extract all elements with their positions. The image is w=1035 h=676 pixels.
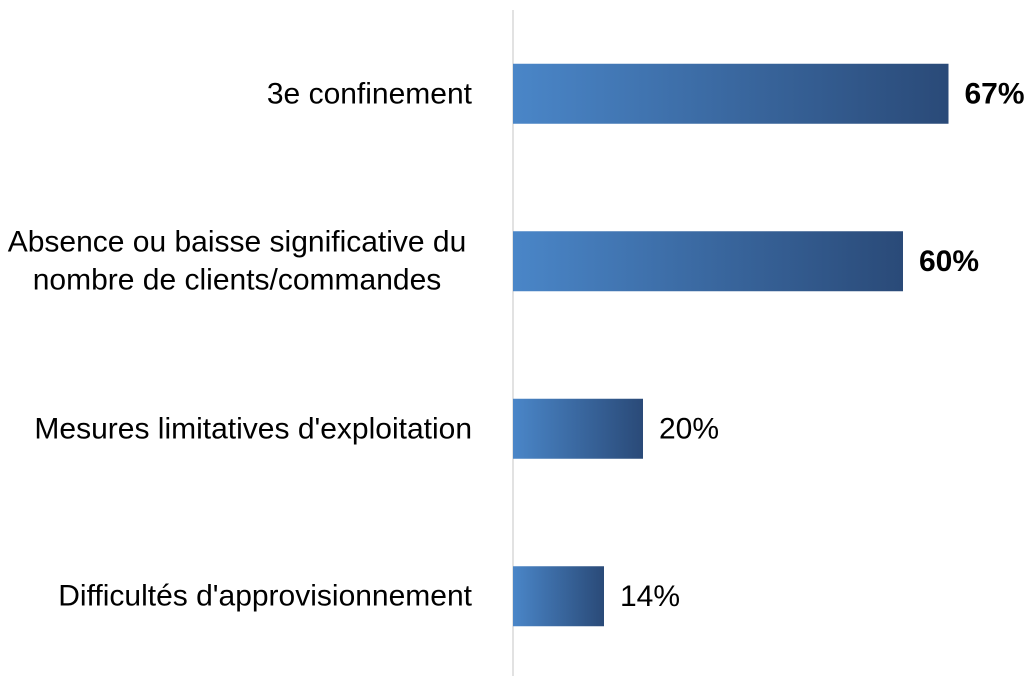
bar xyxy=(513,566,604,627)
category-label: 3e confinement xyxy=(266,77,472,110)
bar xyxy=(513,63,949,124)
category-label: Mesures limitatives d'exploitation xyxy=(34,412,472,445)
bar xyxy=(513,398,643,459)
category-label: Absence ou baisse significative du nombr… xyxy=(7,225,467,297)
value-label: 14% xyxy=(620,580,680,613)
bar xyxy=(513,231,903,292)
value-label: 60% xyxy=(919,245,979,278)
category-label: Difficultés d'approvisionnement xyxy=(58,579,472,613)
value-label: 20% xyxy=(659,413,719,446)
value-label: 67% xyxy=(965,78,1025,111)
